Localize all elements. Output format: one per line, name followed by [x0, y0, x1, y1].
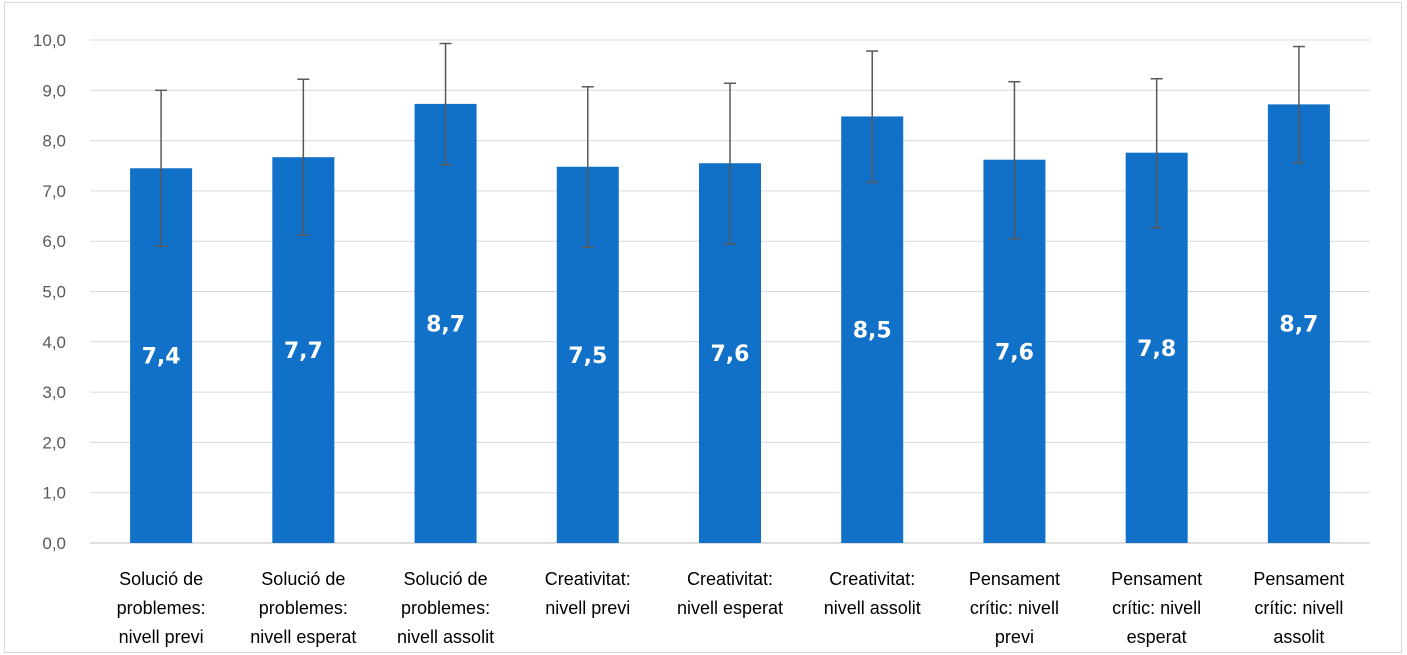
- data-label: 7,7: [284, 339, 323, 364]
- x-category-label: problemes:: [117, 598, 206, 618]
- y-tick-label: 8,0: [42, 132, 66, 151]
- x-category-label: Solució de: [261, 569, 345, 589]
- x-category-label: nivell previ: [545, 598, 630, 618]
- data-label: 8,7: [426, 312, 465, 337]
- x-category-label: assolit: [1273, 627, 1324, 647]
- data-label: 8,5: [853, 319, 892, 344]
- y-tick-label: 9,0: [42, 81, 66, 100]
- x-category-label: crític: nivell: [1254, 598, 1343, 618]
- x-category-label: Pensament: [1111, 569, 1202, 589]
- x-category-label: Pensament: [969, 569, 1060, 589]
- x-category-label: crític: nivell: [1112, 598, 1201, 618]
- y-tick-label: 6,0: [42, 232, 66, 251]
- x-category-label: problemes:: [259, 598, 348, 618]
- x-category-label: nivell esperat: [250, 627, 356, 647]
- bar: [1267, 104, 1330, 543]
- data-label: 7,8: [1137, 337, 1176, 362]
- x-category-label: esperat: [1127, 627, 1187, 647]
- y-tick-label: 5,0: [42, 283, 66, 302]
- y-tick-label: 4,0: [42, 333, 66, 352]
- x-category-label: problemes:: [401, 598, 490, 618]
- x-category-label: nivell esperat: [677, 598, 783, 618]
- x-category-label: nivell assolit: [824, 598, 921, 618]
- x-category-label: crític: nivell: [970, 598, 1059, 618]
- bar: [414, 103, 477, 544]
- y-tick-label: 10,0: [33, 31, 66, 50]
- x-category-label: Solució de: [119, 569, 203, 589]
- y-tick-label: 3,0: [42, 383, 66, 402]
- x-category-label: Solució de: [404, 569, 488, 589]
- y-tick-label: 0,0: [42, 534, 66, 553]
- x-category-label: Creativitat:: [687, 569, 773, 589]
- x-category-label: nivell previ: [119, 627, 204, 647]
- x-category-label: Creativitat:: [829, 569, 915, 589]
- y-tick-label: 1,0: [42, 484, 66, 503]
- x-category-label: Creativitat:: [545, 569, 631, 589]
- x-category-label: nivell assolit: [397, 627, 494, 647]
- bar: [841, 116, 904, 544]
- data-label: 7,6: [711, 342, 750, 367]
- data-label: 8,7: [1279, 313, 1318, 338]
- x-category-label: Pensament: [1253, 569, 1344, 589]
- data-label: 7,5: [568, 344, 607, 369]
- y-tick-label: 2,0: [42, 433, 66, 452]
- data-label: 7,6: [995, 340, 1034, 365]
- data-label: 7,4: [142, 345, 181, 370]
- x-category-label: previ: [995, 627, 1034, 647]
- y-tick-label: 7,0: [42, 182, 66, 201]
